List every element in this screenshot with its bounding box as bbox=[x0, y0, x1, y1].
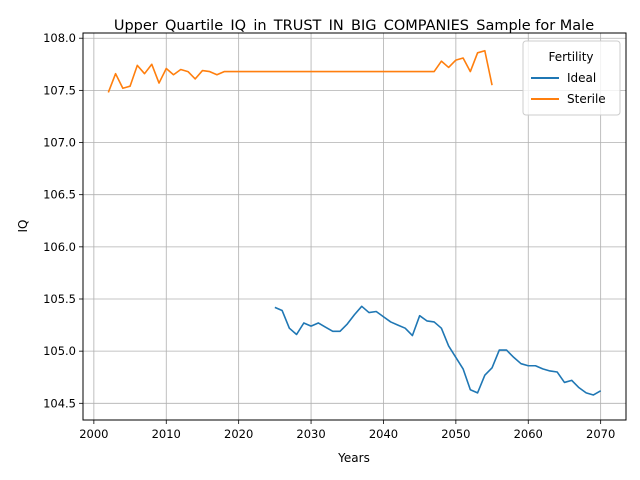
legend: Fertility Ideal Sterile bbox=[522, 40, 621, 116]
y-axis-label: IQ bbox=[16, 220, 30, 233]
x-axis-ticks: 2000 2010 2020 2030 2040 2050 2060 2070 bbox=[79, 420, 615, 441]
x-tick-label: 2010 bbox=[152, 427, 181, 441]
x-tick-label: 2000 bbox=[79, 427, 108, 441]
y-axis-ticks: 104.5 105.0 105.5 106.0 106.5 107.0 107.5 108.0 bbox=[43, 31, 83, 410]
legend-title: Fertility bbox=[548, 50, 593, 64]
x-tick-label: 2060 bbox=[514, 427, 543, 441]
y-tick-label: 106.0 bbox=[43, 240, 76, 254]
series-lines bbox=[107, 49, 602, 396]
x-tick-label: 2050 bbox=[441, 427, 470, 441]
y-tick-label: 108.0 bbox=[43, 31, 76, 45]
series-line-sterile bbox=[107, 49, 493, 93]
chart-title: Upper_Quartile_IQ_in_TRUST_IN_BIG_COMPAN… bbox=[114, 18, 594, 34]
series-line-ideal bbox=[274, 305, 602, 396]
y-tick-label: 107.5 bbox=[43, 83, 76, 97]
legend-box bbox=[522, 40, 621, 116]
plot-area-frame bbox=[82, 32, 627, 421]
y-tick-label: 105.5 bbox=[43, 292, 76, 306]
x-tick-label: 2020 bbox=[224, 427, 253, 441]
y-tick-label: 104.5 bbox=[43, 396, 76, 410]
y-tick-label: 107.0 bbox=[43, 136, 76, 150]
x-tick-label: 2040 bbox=[369, 427, 398, 441]
x-axis-label: Years bbox=[337, 451, 370, 465]
x-tick-label: 2030 bbox=[296, 427, 325, 441]
y-tick-label: 106.5 bbox=[43, 188, 76, 202]
legend-label-ideal: Ideal bbox=[567, 71, 596, 85]
y-tick-label: 105.0 bbox=[43, 344, 76, 358]
x-tick-label: 2070 bbox=[586, 427, 615, 441]
legend-label-sterile: Sterile bbox=[567, 92, 606, 106]
